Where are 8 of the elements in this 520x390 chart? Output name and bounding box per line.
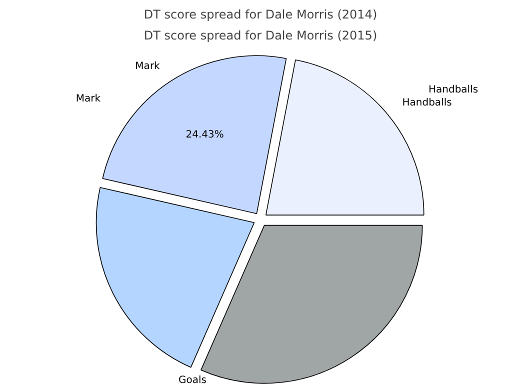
slice-label: Handballs [402, 97, 452, 108]
text: Goals [178, 375, 206, 386]
text: Mark [76, 94, 101, 105]
chart-subtitle: DT score spread for Dale Morris (2015) [144, 28, 378, 42]
text: Handballs [428, 84, 478, 96]
data-label: 24.43% [186, 129, 224, 140]
chart-title: DT score spread for Dale Morris (2014) [144, 8, 378, 22]
slice-label: Mark [135, 60, 160, 72]
